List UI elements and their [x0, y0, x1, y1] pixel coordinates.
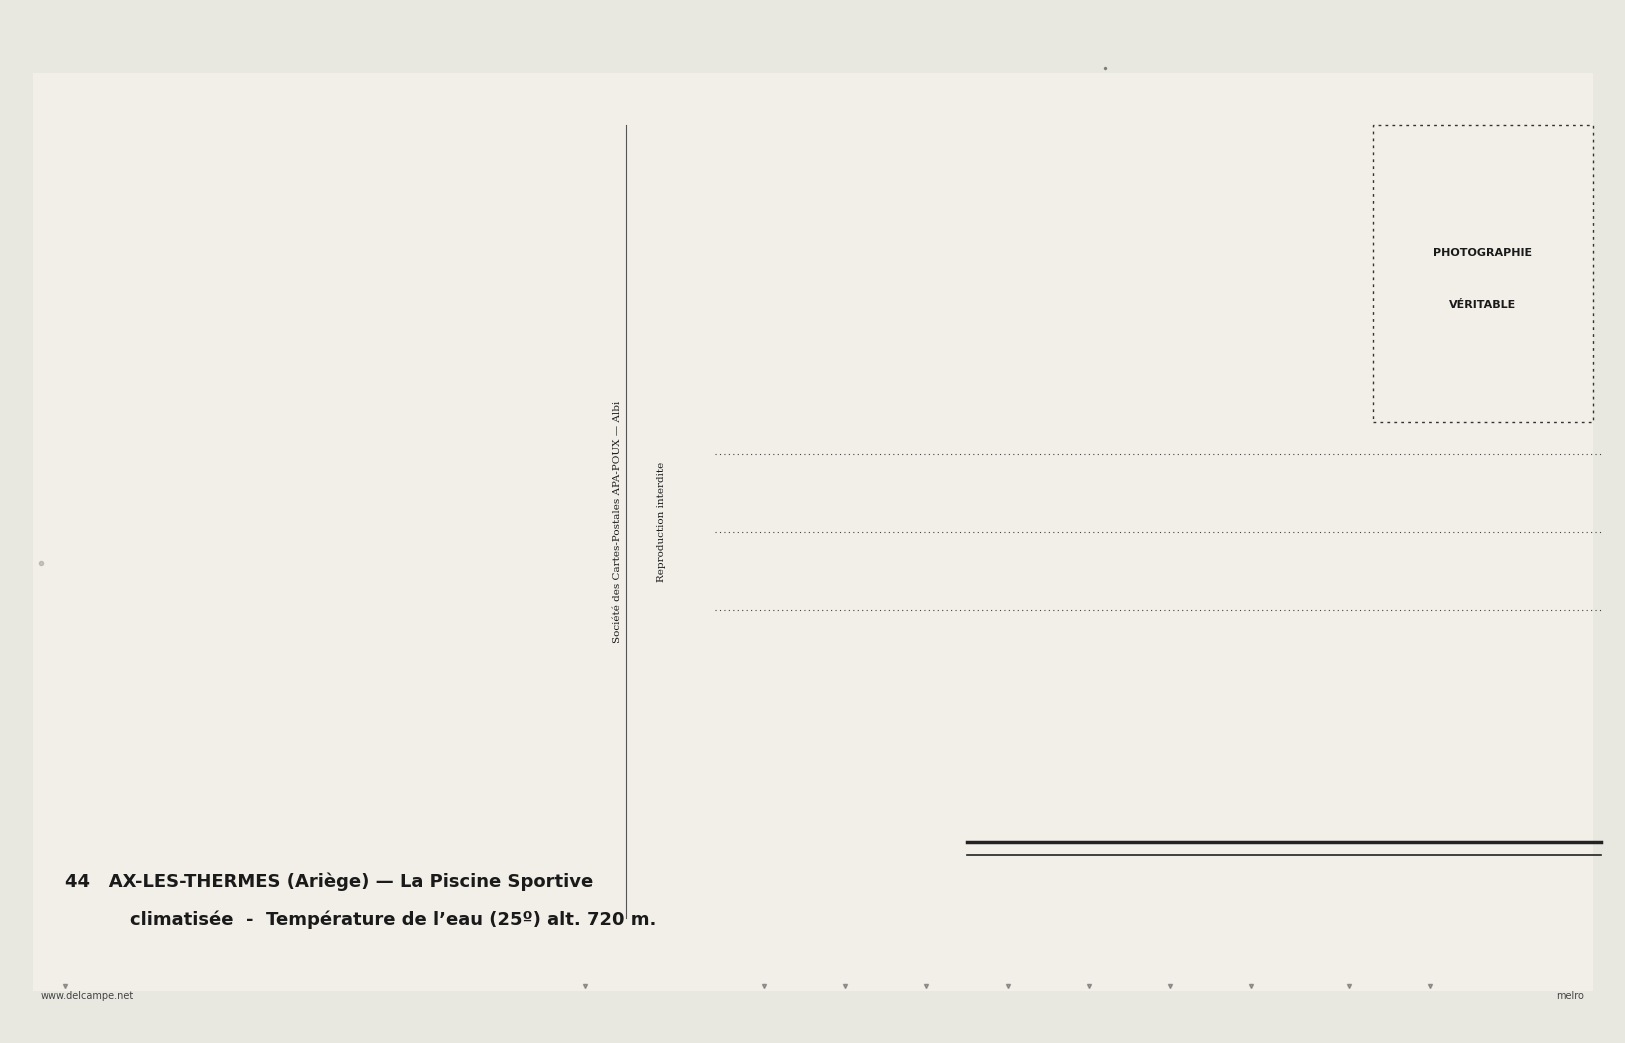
Bar — [32, 73, 1592, 991]
Text: VÉRITABLE: VÉRITABLE — [1450, 300, 1516, 310]
Text: 44   AX-LES-THERMES (Ariège) — La Piscine Sportive: 44 AX-LES-THERMES (Ariège) — La Piscine … — [65, 872, 593, 891]
Bar — [1373, 125, 1592, 422]
Text: PHOTOGRAPHIE: PHOTOGRAPHIE — [1433, 248, 1532, 258]
Text: melro: melro — [1557, 991, 1584, 1001]
Text: Reproduction interdite: Reproduction interdite — [656, 461, 666, 582]
Text: climatisée  -  Température de l’eau (25º) alt. 720 m.: climatisée - Température de l’eau (25º) … — [130, 911, 656, 929]
Text: www.delcampe.net: www.delcampe.net — [41, 991, 133, 1001]
Text: Société des Cartes-Postales APA-POUX — Albi: Société des Cartes-Postales APA-POUX — A… — [613, 401, 622, 642]
